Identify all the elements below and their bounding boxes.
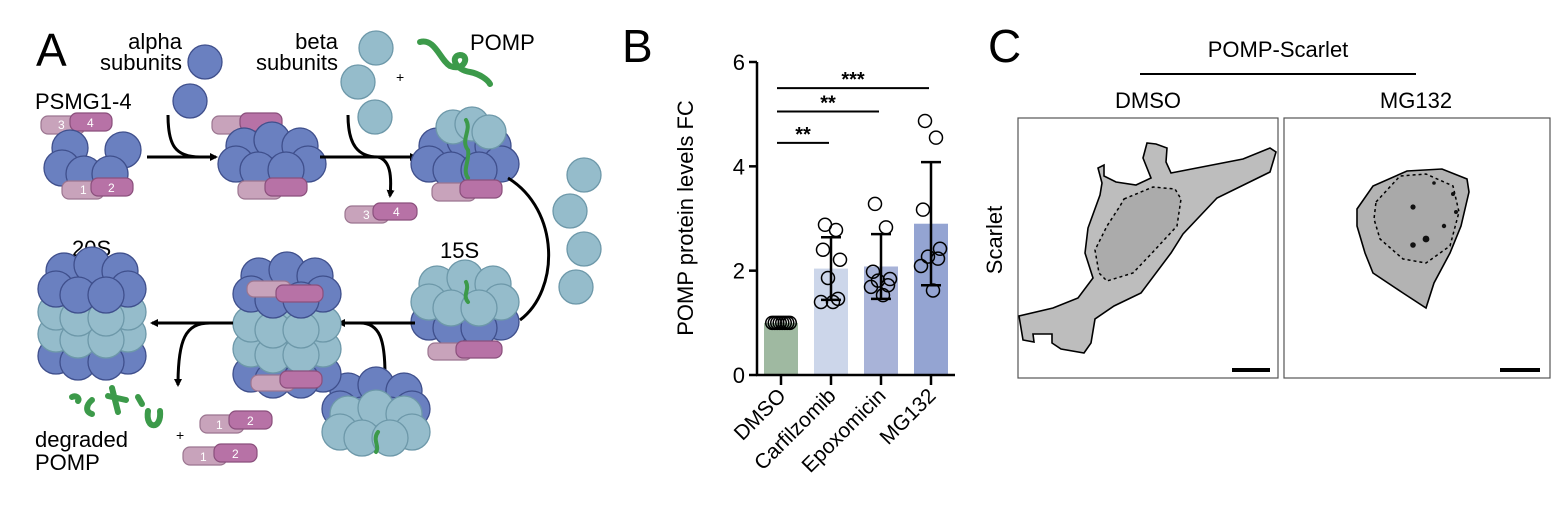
data-point: [875, 287, 891, 303]
degraded-label-line1: degraded: [35, 427, 128, 452]
preholo-proteasome: [232, 251, 342, 399]
significance-label: ***: [841, 69, 865, 91]
y-tick-label: 6: [733, 50, 745, 75]
data-point: [913, 258, 929, 274]
15s-intermediate: [410, 259, 520, 361]
data-point: [825, 294, 841, 310]
significance-label: **: [820, 93, 836, 115]
y-axis-label: POMP protein levels FC: [673, 100, 698, 336]
arrow-3: [507, 176, 550, 322]
image-mg132: [1283, 117, 1551, 379]
half-proteasome: [321, 366, 431, 457]
degraded-pomp-fragments: [69, 385, 164, 429]
label-15s: 15S: [440, 238, 479, 263]
data-point: [932, 241, 948, 257]
data-point: [863, 279, 879, 295]
full-alpha-ring-with-psmg: [211, 112, 327, 200]
bar-dmso: [764, 322, 798, 375]
row-label-scarlet: Scarlet: [982, 206, 1007, 274]
beta-label-line2: subunits: [256, 50, 338, 75]
psmg-label: PSMG1-4: [35, 89, 132, 114]
data-point: [867, 196, 883, 212]
plus-sign-2: +: [176, 427, 184, 443]
panel-b-letter: B: [622, 20, 653, 72]
data-point: [865, 264, 881, 279]
data-point: [782, 315, 797, 331]
image-dmso: [1017, 117, 1279, 379]
nucleus-outline: [1094, 186, 1182, 282]
y-tick-label: 2: [733, 259, 745, 284]
y-tick-label: 4: [733, 154, 745, 179]
svg-text:3: 3: [58, 118, 65, 132]
data-point: [878, 220, 894, 235]
alpha-label-line2: subunits: [100, 50, 182, 75]
data-point: [920, 249, 936, 264]
data-point: [813, 294, 829, 310]
20s-proteasome: [37, 246, 147, 381]
data-point: [928, 130, 944, 145]
puncta: [1410, 181, 1458, 248]
panel-c-microscopy: C POMP-Scarlet DMSO MG132 Scarlet: [982, 20, 1551, 379]
data-point: [915, 202, 931, 217]
data-point: [917, 113, 933, 129]
psmg1-2-released: 1 2 1 2: [182, 410, 273, 466]
arrow-5-release: [174, 321, 211, 387]
beta-label-line1: beta: [295, 29, 339, 54]
data-point: [832, 252, 848, 267]
y-tick-label: 0: [733, 363, 745, 388]
svg-text:2: 2: [232, 447, 239, 461]
svg-text:4: 4: [87, 116, 94, 130]
pomp-worm-icon: [417, 38, 493, 87]
svg-text:2: 2: [247, 414, 254, 428]
alpha-label-line1: alpha: [128, 29, 183, 54]
arrow-4-input: [359, 321, 387, 376]
data-point: [925, 283, 941, 298]
significance-label: **: [795, 124, 811, 146]
data-point: [828, 222, 844, 238]
x-tick-label: MG132: [876, 384, 941, 449]
plus-sign: +: [396, 69, 404, 85]
svg-text:3: 3: [363, 208, 370, 222]
svg-text:1: 1: [200, 450, 207, 464]
svg-text:1: 1: [216, 418, 223, 432]
alpha-subunit-icons: [172, 44, 223, 119]
svg-text:2: 2: [108, 181, 115, 195]
arrow-1-input: [166, 114, 201, 159]
panel-a-letter: A: [36, 24, 67, 76]
panel-c-title: POMP-Scarlet: [1208, 37, 1349, 62]
alpha-ring-with-psmg: 3 4 1 2: [40, 112, 142, 200]
data-point: [815, 242, 831, 258]
degraded-label-line2: POMP: [35, 450, 100, 475]
condition-label-mg132: MG132: [1380, 88, 1452, 113]
data-point: [820, 270, 836, 286]
beta-subunit-icons-2: [552, 157, 602, 305]
pomp-label: POMP: [470, 30, 535, 55]
alpha-ring-with-beta-and-pomp: [410, 106, 520, 202]
svg-text:1: 1: [80, 183, 87, 197]
svg-text:4: 4: [393, 205, 400, 219]
bar-chart: POMP protein levels FC 0246DMSOCarfilzom…: [673, 50, 955, 477]
panel-c-letter: C: [988, 20, 1021, 72]
beta-subunit-icons: [340, 30, 394, 135]
nucleus-outline: [1373, 173, 1460, 264]
arrow-2-release: [346, 114, 395, 198]
condition-label-dmso: DMSO: [1115, 88, 1181, 113]
data-point: [882, 271, 898, 287]
panel-a-diagram: A alpha subunits beta subunits + POMP PS…: [35, 24, 602, 475]
